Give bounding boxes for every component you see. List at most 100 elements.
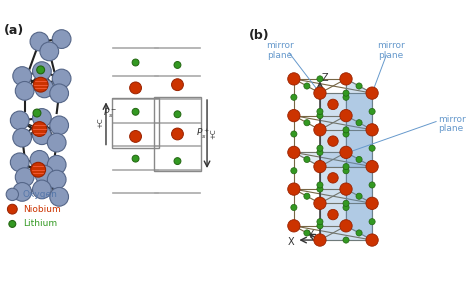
- Circle shape: [174, 61, 181, 68]
- Circle shape: [328, 99, 338, 110]
- Circle shape: [288, 220, 300, 232]
- Circle shape: [31, 162, 46, 177]
- Circle shape: [343, 237, 349, 243]
- Circle shape: [328, 172, 338, 183]
- Text: plane: plane: [438, 124, 464, 133]
- Text: mirror: mirror: [438, 115, 466, 124]
- Circle shape: [314, 197, 326, 209]
- Circle shape: [314, 87, 326, 99]
- Circle shape: [343, 164, 349, 170]
- Circle shape: [174, 111, 181, 118]
- Circle shape: [15, 82, 34, 100]
- Circle shape: [33, 109, 51, 127]
- Circle shape: [130, 130, 141, 142]
- Circle shape: [356, 193, 362, 199]
- Circle shape: [50, 188, 69, 206]
- Circle shape: [343, 200, 349, 206]
- Circle shape: [317, 149, 323, 155]
- Circle shape: [47, 133, 66, 152]
- Circle shape: [47, 155, 66, 174]
- Circle shape: [40, 42, 59, 61]
- Circle shape: [369, 219, 375, 225]
- Text: $P_s^+$: $P_s^+$: [196, 127, 210, 141]
- Circle shape: [366, 160, 378, 173]
- Circle shape: [13, 67, 32, 85]
- Circle shape: [343, 127, 349, 133]
- Circle shape: [8, 204, 17, 214]
- Circle shape: [343, 94, 349, 100]
- Circle shape: [340, 220, 352, 232]
- Text: (b): (b): [249, 28, 270, 42]
- Text: mirror: mirror: [377, 41, 405, 50]
- Circle shape: [10, 111, 29, 130]
- Circle shape: [356, 230, 362, 236]
- Circle shape: [291, 131, 297, 137]
- Circle shape: [317, 182, 323, 188]
- Circle shape: [52, 69, 71, 88]
- Circle shape: [356, 156, 362, 163]
- Circle shape: [33, 62, 51, 80]
- Circle shape: [317, 186, 323, 192]
- Circle shape: [340, 110, 352, 122]
- Text: X: X: [287, 237, 294, 248]
- Circle shape: [340, 146, 352, 158]
- Circle shape: [33, 109, 41, 117]
- Circle shape: [291, 168, 297, 174]
- Circle shape: [317, 108, 323, 115]
- Polygon shape: [346, 79, 372, 240]
- Circle shape: [343, 131, 349, 137]
- Bar: [154, 97, 201, 171]
- Circle shape: [6, 188, 18, 200]
- Circle shape: [36, 66, 45, 74]
- Circle shape: [317, 219, 323, 225]
- Circle shape: [50, 116, 69, 135]
- Circle shape: [366, 197, 378, 209]
- Circle shape: [52, 30, 71, 49]
- Circle shape: [47, 170, 66, 189]
- Polygon shape: [294, 152, 372, 167]
- Circle shape: [10, 153, 29, 172]
- Text: Lithium: Lithium: [23, 219, 57, 228]
- Text: plane: plane: [378, 51, 404, 60]
- Circle shape: [15, 168, 34, 187]
- Circle shape: [366, 124, 378, 136]
- Circle shape: [343, 168, 349, 174]
- Circle shape: [304, 156, 310, 163]
- Circle shape: [356, 83, 362, 89]
- Circle shape: [340, 183, 352, 195]
- Circle shape: [314, 124, 326, 136]
- Circle shape: [13, 128, 32, 147]
- Circle shape: [33, 126, 51, 145]
- Circle shape: [174, 158, 181, 164]
- Circle shape: [317, 223, 323, 229]
- Circle shape: [130, 82, 141, 94]
- Circle shape: [304, 230, 310, 236]
- Text: +C: +C: [97, 118, 103, 128]
- Circle shape: [13, 182, 32, 201]
- Text: Oxygen: Oxygen: [23, 190, 57, 199]
- Text: $P_s^-$: $P_s^-$: [103, 106, 118, 120]
- Circle shape: [343, 90, 349, 96]
- Circle shape: [172, 79, 183, 91]
- Circle shape: [9, 220, 16, 227]
- Circle shape: [328, 136, 338, 146]
- Circle shape: [366, 234, 378, 246]
- Polygon shape: [320, 93, 372, 240]
- Circle shape: [33, 77, 48, 92]
- Circle shape: [288, 110, 300, 122]
- Circle shape: [369, 182, 375, 188]
- Circle shape: [291, 94, 297, 100]
- Circle shape: [369, 145, 375, 151]
- Circle shape: [288, 73, 300, 85]
- Circle shape: [291, 204, 297, 211]
- Circle shape: [304, 193, 310, 199]
- Text: Y: Y: [308, 230, 313, 240]
- Circle shape: [33, 180, 51, 199]
- Circle shape: [132, 59, 139, 66]
- Circle shape: [369, 108, 375, 115]
- Circle shape: [288, 183, 300, 195]
- Circle shape: [172, 128, 183, 140]
- Circle shape: [30, 151, 49, 169]
- Circle shape: [30, 32, 49, 51]
- Text: +C: +C: [210, 129, 216, 139]
